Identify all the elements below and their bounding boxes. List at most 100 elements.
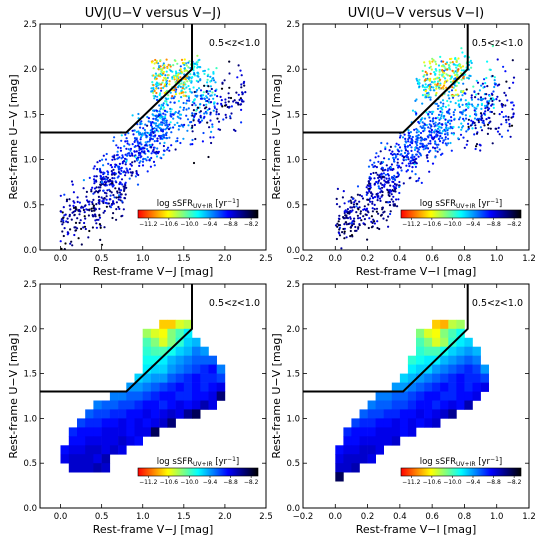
data-point	[193, 99, 196, 102]
data-point	[493, 76, 496, 79]
data-point	[387, 191, 390, 194]
data-point	[66, 231, 69, 234]
data-point	[467, 118, 470, 121]
data-point	[95, 222, 98, 225]
data-point	[239, 97, 242, 100]
data-point	[481, 121, 484, 124]
data-point	[182, 108, 185, 111]
data-point	[465, 143, 468, 146]
data-point	[172, 117, 175, 120]
data-point	[415, 180, 418, 183]
data-point	[82, 208, 85, 212]
data-point	[165, 85, 168, 88]
data-point	[355, 205, 358, 208]
data-point	[452, 111, 455, 114]
data-point	[413, 128, 416, 131]
data-point	[392, 203, 395, 206]
data-point	[146, 124, 149, 127]
data-point	[105, 195, 108, 198]
data-point	[485, 118, 488, 121]
data-point	[338, 234, 342, 237]
data-point	[467, 125, 470, 128]
data-point	[423, 64, 427, 67]
data-point	[344, 221, 347, 224]
data-point	[128, 177, 131, 180]
data-point	[491, 97, 494, 100]
data-point	[443, 114, 446, 118]
heatmap-cell	[192, 346, 201, 356]
data-point	[147, 149, 150, 153]
data-point	[376, 182, 379, 185]
data-point	[136, 158, 140, 161]
data-point	[105, 205, 108, 208]
data-point	[95, 203, 98, 206]
data-point	[184, 91, 187, 94]
data-point	[138, 161, 141, 164]
data-point	[434, 60, 437, 63]
data-point	[453, 108, 457, 111]
data-point	[397, 175, 400, 178]
data-point	[421, 84, 424, 87]
data-point	[103, 180, 106, 184]
data-point	[404, 145, 407, 148]
data-point	[153, 97, 156, 100]
data-point	[414, 161, 417, 164]
data-point	[447, 94, 450, 97]
data-point	[365, 186, 368, 189]
data-point	[206, 78, 209, 81]
data-point	[195, 109, 198, 112]
data-point	[448, 119, 451, 122]
data-point	[178, 110, 181, 113]
data-point	[131, 143, 134, 146]
heatmap-cell	[416, 328, 425, 339]
y-tick-label: 2.5	[286, 280, 300, 290]
heatmap-cell	[424, 400, 433, 410]
heatmap-cell	[175, 337, 185, 348]
y-tick-label: 1.0	[23, 156, 37, 166]
data-point	[233, 99, 236, 102]
data-point	[449, 125, 452, 128]
data-point	[203, 84, 206, 87]
data-point	[115, 218, 118, 221]
heatmap-cell	[391, 427, 401, 437]
x-tick-label: 0.5	[95, 254, 109, 264]
data-point	[370, 194, 373, 198]
data-point	[192, 119, 195, 122]
data-point	[126, 142, 129, 145]
data-point	[347, 200, 350, 203]
data-point	[78, 221, 81, 224]
data-point	[229, 117, 232, 120]
data-point	[424, 79, 427, 82]
data-point	[445, 73, 448, 76]
data-point	[441, 130, 444, 133]
data-point	[85, 195, 88, 198]
data-point	[121, 160, 125, 163]
data-point	[197, 65, 200, 68]
data-point	[137, 156, 140, 159]
data-point	[423, 127, 426, 130]
data-point	[74, 229, 78, 232]
panel-top-right: −0.2 0.0 0.2 0.4 0.6 0.8 1.0 1.20.00.51.01.52.0…	[270, 6, 536, 278]
heatmap-cell	[456, 373, 465, 383]
data-point	[126, 140, 129, 143]
data-point	[241, 100, 244, 103]
data-point	[398, 165, 401, 168]
data-point	[180, 58, 184, 62]
data-point	[403, 133, 406, 136]
data-point	[378, 197, 382, 200]
data-point	[74, 209, 77, 213]
data-point	[112, 156, 115, 159]
data-point	[387, 158, 390, 161]
data-point	[164, 97, 167, 100]
heatmap-cell	[456, 328, 465, 339]
data-point	[118, 194, 121, 197]
data-point	[115, 208, 118, 211]
data-point	[59, 194, 62, 197]
data-point	[410, 156, 413, 159]
heatmap-cell	[150, 427, 160, 437]
data-point	[135, 137, 138, 140]
data-point	[111, 180, 114, 183]
data-point	[439, 78, 442, 81]
x-tick-label: 1.5	[177, 254, 191, 264]
data-point	[139, 138, 142, 141]
